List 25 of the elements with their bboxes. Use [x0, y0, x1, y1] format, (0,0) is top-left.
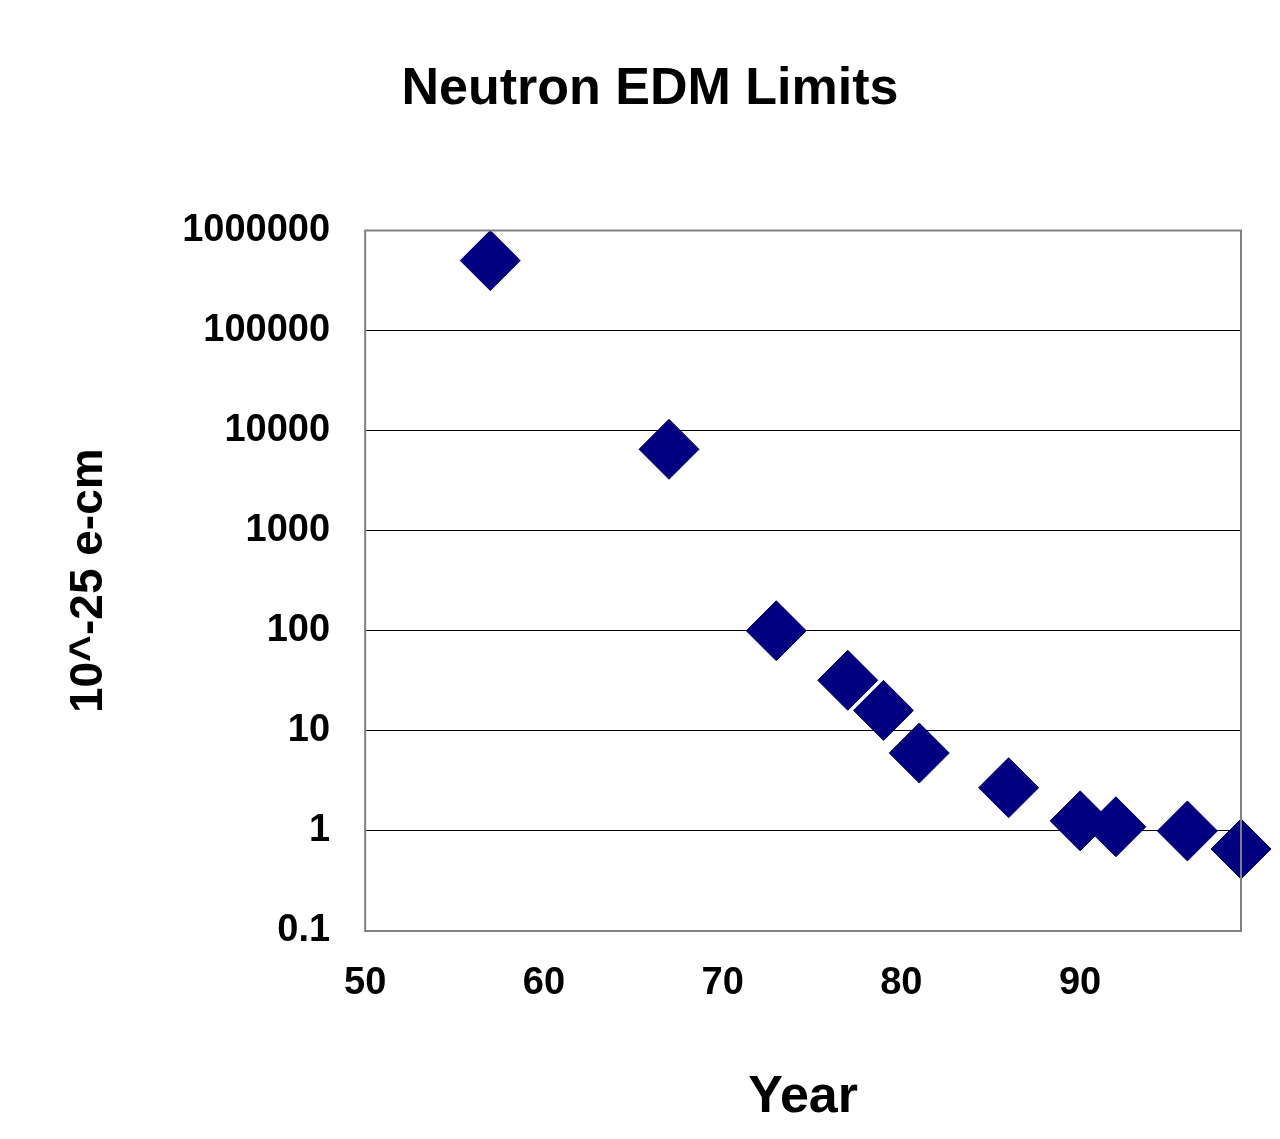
- x-tick-label: 80: [880, 960, 923, 1003]
- x-tick-label: 60: [522, 960, 566, 1003]
- point: [853, 679, 915, 741]
- point: [888, 722, 950, 784]
- point: [1156, 800, 1218, 862]
- y-tick-label: 10: [287, 707, 331, 750]
- point: [459, 230, 521, 292]
- y-tick-label: 1000000: [182, 206, 331, 249]
- point: [817, 649, 879, 711]
- x-axis-title: Year: [748, 1065, 859, 1124]
- x-tick-label: 90: [1058, 960, 1102, 1003]
- x-tick-label: 70: [701, 960, 744, 1003]
- point: [978, 757, 1040, 819]
- y-tick-label: 100000: [203, 306, 331, 349]
- y-tick-label: 1: [309, 807, 331, 850]
- point: [745, 600, 807, 662]
- chart-title: Neutron EDM Limits: [401, 56, 899, 115]
- x-tick-label: 50: [344, 960, 387, 1003]
- y-axis-title: 10^-25 e-cm: [60, 448, 113, 714]
- y-tick-label: 100: [266, 607, 331, 650]
- point: [638, 418, 700, 480]
- y-tick-label: 0.1: [277, 907, 331, 950]
- point: [1210, 818, 1272, 880]
- y-tick-label: 10000: [224, 407, 331, 450]
- y-tick-label: 1000: [245, 507, 331, 550]
